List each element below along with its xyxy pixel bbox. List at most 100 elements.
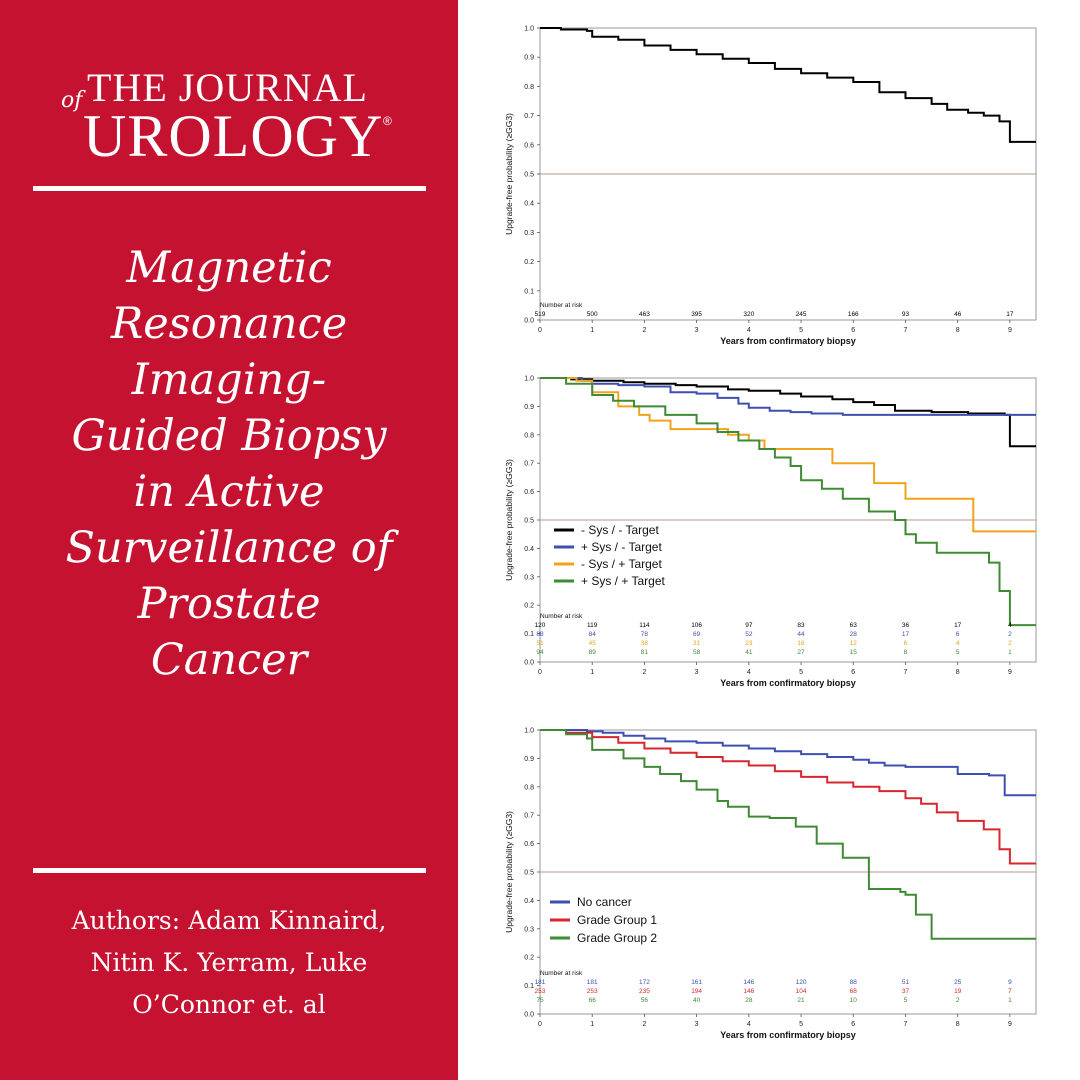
risk-count: 68 [850,988,858,995]
y-tick-label: 0.1 [524,983,534,990]
legend-label: Grade Group 1 [577,913,657,927]
y-tick-label: 0.8 [524,432,534,439]
series-line [540,377,1036,533]
x-tick-label: 6 [851,1021,855,1028]
x-axis-title: Years from confirmatory biopsy [720,1030,856,1040]
x-tick-label: 3 [695,669,699,676]
logo-the-journal: THE JOURNAL [87,65,368,110]
y-tick-label: 0.7 [524,113,534,120]
x-tick-label: 0 [538,327,542,334]
risk-count: 1 [1008,649,1012,656]
y-tick-label: 0.4 [524,898,534,905]
y-tick-label: 0.3 [524,926,534,933]
risk-count: 2 [1008,640,1012,647]
risk-count: 75 [536,997,544,1004]
risk-count: 78 [641,631,649,638]
article-title: Magnetic Resonance Imaging- Guided Biops… [0,240,458,688]
risk-count: 519 [535,311,546,318]
risk-count: 94 [536,649,544,656]
risk-count: 253 [535,988,546,995]
y-tick-label: 0.6 [524,841,534,848]
risk-count: 81 [641,649,649,656]
risk-count: 45 [589,640,597,647]
risk-count: 28 [745,997,753,1004]
authors: Authors: Adam Kinnaird, Nitin K. Yerram,… [0,900,458,1026]
y-tick-label: 0.7 [524,813,534,820]
x-tick-label: 7 [904,1021,908,1028]
y-tick-label: 0.1 [524,631,534,638]
journal-logo: of THE JOURNAL UROLOGY ® [55,62,415,172]
title-line: Guided Biopsy [71,411,387,461]
risk-count: 84 [589,631,597,638]
author-line: Authors: Adam Kinnaird, [71,906,387,935]
risk-count: 5 [956,649,960,656]
x-tick-label: 1 [590,327,594,334]
y-tick-label: 0.2 [524,955,534,962]
legend-label: No cancer [577,895,632,909]
risk-table-title: Number at risk [540,302,583,309]
km-chart-overall: 0.0 0.1 0.2 0.3 0.4 0.5 0.6 0.7 0.8 0.9 1.0 0 1 2 3 4 5 6… [504,26,1037,346]
y-tick-label: 0.0 [524,660,534,667]
risk-count: 23 [745,640,753,647]
y-axis-title: Upgrade-free probability (≥GG3) [504,459,514,581]
title-line: Imaging- [131,355,327,405]
y-tick-label: 0.0 [524,318,534,325]
risk-count: 181 [535,979,546,986]
y-axis-title: Upgrade-free probability (≥GG3) [504,113,514,235]
km-chart-grade-group: 0.00.10.20.30.40.50.60.70.80.91.00 1 2 3 4 5 6… [504,728,1037,1040]
x-tick-label: 4 [747,327,751,334]
logo-registered-mark: ® [383,114,392,128]
x-tick-label: 4 [747,1021,751,1028]
title-line: Resonance [110,299,348,349]
risk-count: 46 [954,311,962,318]
risk-count: 41 [745,649,753,656]
risk-count: 5 [904,997,908,1004]
series-line [540,377,1036,416]
y-tick-label: 0.4 [524,201,534,208]
title-line: in Active [133,467,325,517]
risk-count: 395 [691,311,702,318]
y-tick-label: 0.2 [524,603,534,610]
x-tick-label: 9 [1008,1021,1012,1028]
series-line [540,729,1036,940]
x-tick-label: 1 [590,669,594,676]
risk-count: 36 [902,622,910,629]
risk-count: 88 [850,979,858,986]
risk-count: 88 [536,631,544,638]
risk-count: 89 [589,649,597,656]
risk-table-title: Number at risk [540,970,583,977]
risk-count: 245 [796,311,807,318]
y-tick-label: 0.5 [524,870,534,877]
y-tick-label: 0.9 [524,404,534,411]
y-axis-title: Upgrade-free probability (≥GG3) [504,811,514,933]
top-divider [33,186,426,191]
y-tick-label: 1.0 [524,376,534,383]
risk-count: 63 [850,622,858,629]
legend-label: - Sys / + Target [581,557,662,571]
risk-count: 15 [850,649,858,656]
risk-count: 25 [954,979,962,986]
x-tick-label: 3 [695,1021,699,1028]
title-line: Surveillance of [65,523,393,573]
y-tick-label: 1.0 [524,728,534,735]
x-tick-label: 6 [851,327,855,334]
risk-count: 2 [1008,631,1012,638]
risk-count: 93 [902,311,910,318]
risk-count: 172 [639,979,650,986]
x-tick-label: 5 [799,1021,803,1028]
risk-count: 21 [797,997,805,1004]
risk-count: 69 [693,631,701,638]
risk-count: 114 [639,622,650,629]
risk-count: 9 [1008,979,1012,986]
logo-urology: UROLOGY [83,103,384,169]
y-tick-label: 0.3 [524,230,534,237]
risk-count: 28 [850,631,858,638]
y-tick-label: 0.9 [524,756,534,763]
risk-count: 16 [797,640,805,647]
logo-of: of [61,88,83,113]
risk-count: 194 [691,988,702,995]
y-tick-label: 0.3 [524,574,534,581]
y-tick-label: 0.8 [524,84,534,91]
series-line [540,729,1036,865]
author-line: O’Connor et. al [132,990,326,1019]
